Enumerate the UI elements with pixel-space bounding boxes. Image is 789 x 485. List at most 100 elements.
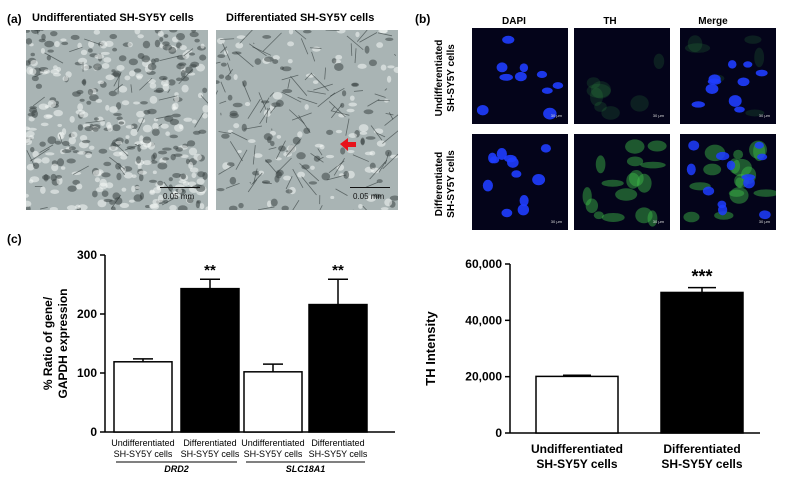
significance-marker: **: [332, 262, 344, 279]
y-tick-label: 100: [77, 366, 97, 380]
cell-texture: [103, 57, 112, 63]
cell-texture: [347, 149, 355, 154]
cell-texture: [47, 136, 57, 145]
cell-texture: [202, 112, 208, 119]
cell-texture: [340, 147, 346, 155]
cell-texture: [35, 83, 43, 89]
cell-texture: [39, 141, 46, 147]
neurite-texture: [259, 97, 270, 113]
cell-texture: [61, 149, 72, 154]
neurite-texture: [253, 168, 258, 184]
cell-texture: [120, 155, 128, 160]
cell-texture: [387, 65, 395, 69]
cell-texture: [77, 124, 83, 131]
th-signal: [635, 207, 653, 224]
cell-texture: [343, 170, 350, 179]
neurite-texture: [220, 38, 235, 40]
cell-texture: [189, 167, 199, 173]
neurite-texture: [262, 32, 282, 52]
cell-texture: [40, 122, 49, 127]
neurite-texture: [229, 141, 243, 162]
neurite-texture: [243, 125, 263, 130]
neurite-texture: [251, 172, 263, 185]
cell-texture: [50, 173, 57, 182]
th-signal: [628, 170, 644, 187]
cell-texture: [376, 42, 384, 48]
neurite-texture: [350, 43, 353, 56]
cell-texture: [174, 92, 179, 97]
neurite-texture: [200, 95, 208, 104]
cell-texture: [152, 122, 159, 131]
nucleus: [757, 153, 768, 161]
cell-texture: [53, 109, 63, 117]
th-signal: [586, 77, 601, 89]
nucleus: [737, 77, 750, 87]
cell-texture: [93, 30, 101, 35]
cell-texture: [285, 189, 293, 194]
neurite-texture: [252, 46, 272, 56]
cell-texture: [258, 170, 265, 175]
neurite-texture: [297, 96, 318, 105]
cell-texture: [167, 79, 176, 86]
cell-texture: [95, 99, 103, 103]
cell-texture: [184, 66, 194, 74]
th-undifferentiated-image: 30 μm: [574, 28, 670, 124]
cell-texture: [149, 190, 156, 195]
cell-texture: [197, 92, 204, 99]
th-signal: [653, 53, 665, 70]
cell-texture: [85, 152, 92, 159]
th-signal: [601, 212, 625, 222]
cell-texture: [205, 206, 208, 210]
cell-texture: [254, 58, 262, 65]
cell-texture: [79, 134, 88, 142]
cell-texture: [29, 68, 37, 76]
cell-texture: [266, 200, 272, 208]
neurite-texture: [235, 51, 254, 68]
cell-texture: [335, 54, 343, 60]
cell-texture: [152, 170, 157, 175]
th-signal: [744, 35, 762, 44]
neurite-texture: [69, 46, 83, 53]
cell-texture: [116, 102, 122, 110]
cell-texture: [157, 150, 168, 155]
neurite-texture: [252, 145, 256, 165]
cell-texture: [199, 54, 207, 61]
neurite-texture: [292, 168, 304, 188]
cell-texture: [29, 105, 37, 110]
cell-texture: [105, 104, 110, 111]
cell-texture: [112, 124, 121, 132]
nucleus: [702, 186, 715, 196]
cell-texture: [193, 153, 202, 161]
cell-texture: [314, 143, 324, 148]
cell-texture: [51, 163, 59, 172]
th-signal: [640, 161, 666, 169]
cell-texture: [101, 172, 111, 178]
cell-texture: [101, 190, 109, 197]
neurite-texture: [219, 100, 227, 104]
cell-texture: [154, 58, 160, 63]
cell-texture: [80, 49, 88, 56]
cell-texture: [153, 186, 162, 194]
dapi-undifferentiated-image: 30 μm: [472, 28, 568, 124]
nucleus: [496, 147, 507, 160]
cell-texture: [348, 133, 358, 139]
th-signal: [625, 139, 645, 154]
neurite-texture: [36, 30, 39, 35]
cell-texture: [118, 121, 125, 125]
neurite-texture: [291, 112, 312, 121]
neurite-texture: [44, 52, 64, 64]
neurite-texture: [239, 30, 253, 44]
neurite-texture: [394, 53, 397, 57]
cell-texture: [100, 120, 105, 126]
neurite-texture: [26, 150, 35, 167]
column-header-merge: Merge: [698, 16, 728, 27]
cell-texture: [149, 95, 158, 104]
neurite-texture: [335, 188, 348, 196]
panel-a-left-title: Undifferentiated SH-SY5Y cells: [32, 12, 194, 24]
cell-texture: [118, 85, 128, 93]
cell-texture: [276, 134, 282, 139]
nucleus: [540, 144, 552, 153]
nucleus: [499, 73, 513, 81]
neurite-texture: [333, 158, 345, 176]
cell-texture: [169, 204, 177, 210]
